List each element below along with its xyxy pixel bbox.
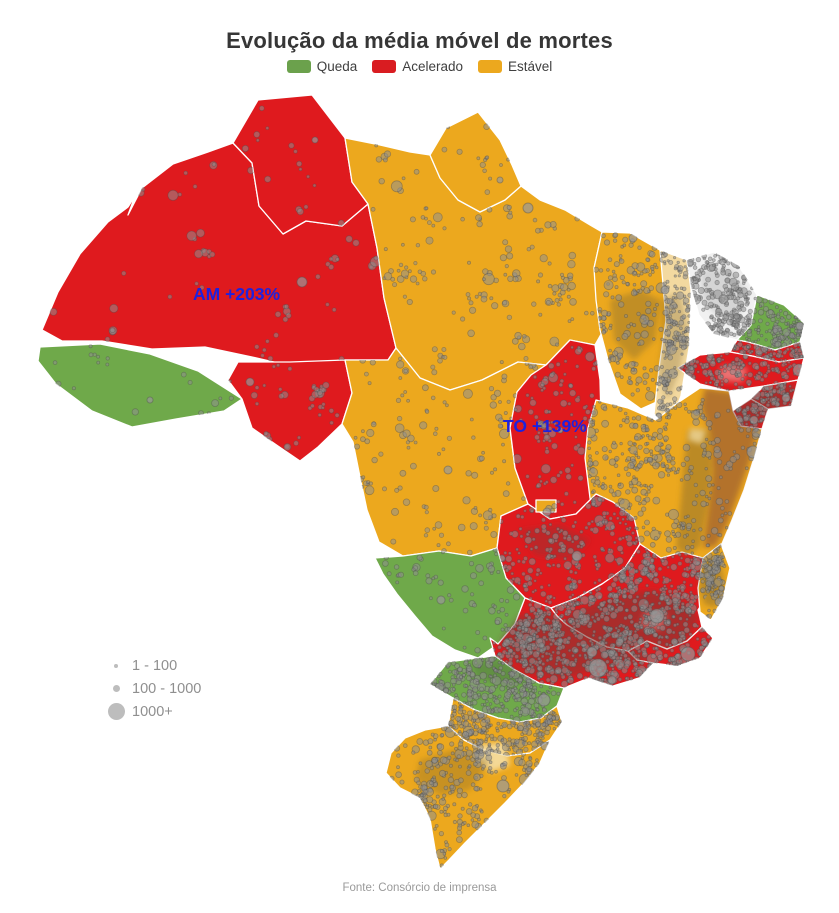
queda-label: Queda (316, 59, 358, 74)
source-note: Fonte: Consórcio de imprensa (342, 882, 497, 894)
state-ap (429, 111, 522, 213)
estavel-swatch (478, 60, 503, 73)
municipality-dots-pi (655, 251, 691, 427)
municipality-dots-mt (353, 356, 539, 556)
legend-item-acelerado: Acelerado (372, 59, 463, 74)
municipality-dots-rs (388, 726, 550, 868)
municipality-dots-pr (430, 656, 561, 722)
legend-item-estavel: Estável (478, 59, 552, 74)
municipality-dots-se (735, 400, 768, 429)
municipality-dots-ce (687, 252, 757, 340)
size-label-medium: 100 - 1000 (132, 680, 202, 697)
size-label-large: 1000+ (132, 703, 173, 720)
acelerado-label: Acelerado (402, 59, 464, 74)
municipality-dots-ap (441, 123, 511, 195)
size-legend: 1 - 100 100 - 1000 1000+ (104, 654, 201, 723)
municipality-dots-am (49, 161, 381, 362)
size-legend-row-large: 1000+ (104, 700, 201, 723)
size-label-small: 1 - 100 (132, 657, 178, 674)
metro-city-dots (146, 136, 804, 793)
municipality-dots-sp (491, 599, 653, 688)
page-title: Evolução da média móvel de mortes (226, 27, 613, 53)
category-legend: Queda Acelerado Estável (0, 59, 839, 74)
municipality-dots-go (498, 496, 639, 605)
municipality-dots-rr (241, 105, 345, 227)
queda-swatch (286, 60, 311, 73)
estavel-label: Estável (508, 59, 553, 74)
municipality-dots-sc (448, 698, 562, 756)
state-ac (37, 343, 243, 428)
size-dot-large (107, 703, 125, 720)
annotation-to: TO +139% (503, 416, 587, 436)
municipality-dots-to (512, 345, 600, 519)
municipality-dots-mg (554, 544, 725, 651)
size-legend-row-medium: 100 - 1000 (104, 677, 201, 700)
acelerado-swatch (372, 60, 397, 73)
municipality-dots-ac (52, 344, 234, 417)
size-dot-small (114, 663, 118, 668)
legend-item-queda: Queda (286, 59, 358, 74)
size-dot-medium (112, 685, 120, 692)
municipality-dots-pa (370, 143, 607, 376)
municipality-dots-ba (585, 397, 762, 560)
size-legend-row-small: 1 - 100 (104, 654, 201, 677)
annotation-am: AM +203% (193, 284, 280, 304)
